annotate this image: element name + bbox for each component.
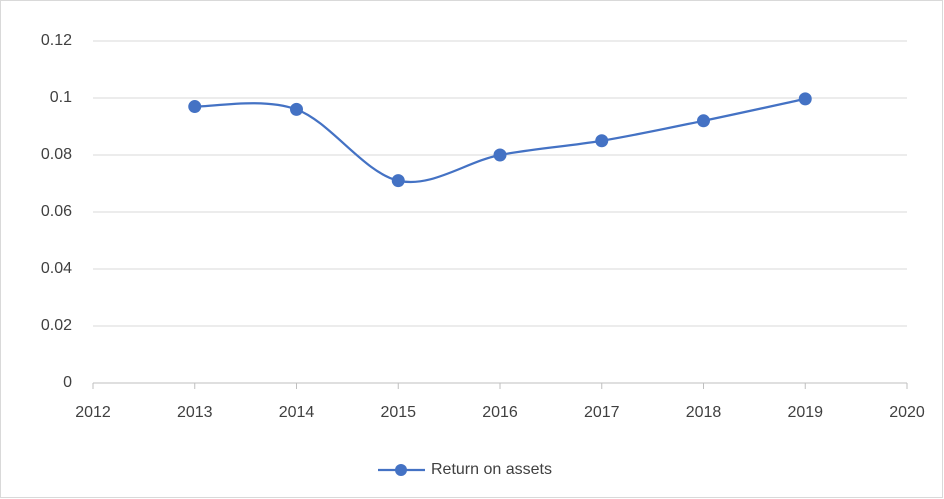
x-tick-label: 2016 — [482, 404, 518, 421]
y-tick-label: 0.1 — [50, 89, 72, 106]
data-point — [595, 134, 609, 148]
data-point — [391, 174, 405, 188]
legend-marker — [395, 464, 407, 476]
y-tick-label: 0 — [63, 374, 72, 391]
data-point — [697, 114, 710, 128]
x-tick-label: 2017 — [584, 404, 620, 421]
legend-label: Return on assets — [431, 461, 552, 478]
x-tick-label: 2015 — [380, 404, 416, 421]
x-tick-label: 2013 — [177, 404, 213, 421]
x-tick-label: 2019 — [787, 404, 823, 421]
x-tick-label: 2020 — [889, 404, 925, 421]
data-point — [290, 102, 303, 116]
y-tick-label: 0.04 — [41, 260, 72, 277]
y-tick-label: 0.12 — [41, 32, 72, 49]
y-tick-label: 0.08 — [41, 146, 72, 163]
y-tick-label: 0.06 — [41, 203, 72, 220]
y-tick-label: 0.02 — [41, 317, 72, 334]
data-point — [188, 100, 202, 114]
x-tick-label: 2012 — [75, 404, 111, 421]
x-tick-label: 2018 — [686, 404, 722, 421]
data-point — [493, 148, 507, 162]
data-point — [798, 92, 812, 106]
x-tick-label: 2014 — [279, 404, 315, 421]
